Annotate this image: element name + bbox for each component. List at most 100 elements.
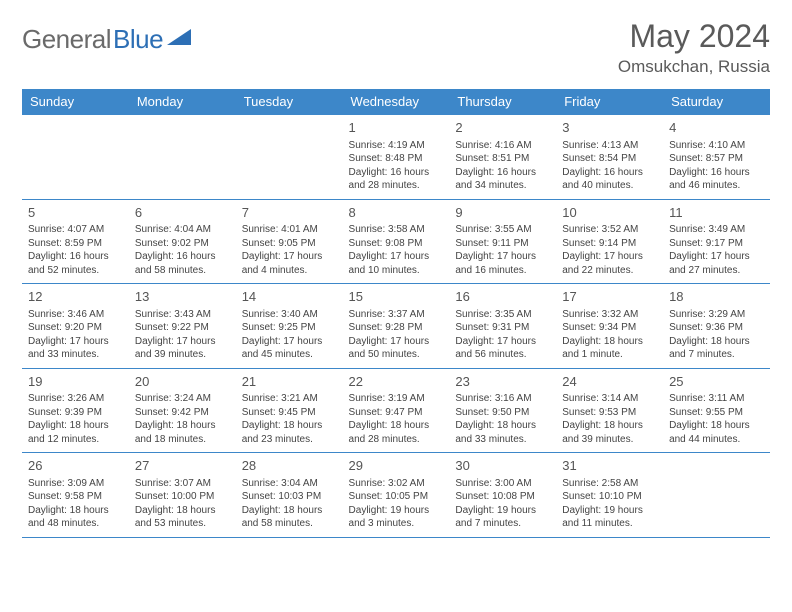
sunset-line: Sunset: 9:42 PM [135, 406, 230, 420]
calendar-row: 12Sunrise: 3:46 AMSunset: 9:20 PMDayligh… [22, 284, 770, 369]
weekday-header: Friday [556, 89, 663, 115]
weekday-header: Monday [129, 89, 236, 115]
sunset-line: Sunset: 8:59 PM [28, 237, 123, 251]
day-number: 5 [28, 204, 123, 222]
calendar-day-cell: 2 Sunrise: 4:16 AMSunset: 8:51 PMDaylight… [449, 115, 556, 200]
sunset-line: Sunset: 9:28 PM [349, 321, 444, 335]
calendar-day-cell: 27Sunrise: 3:07 AMSunset: 10:00 PMDaylig… [129, 453, 236, 538]
sunrise-line: Sunrise: 3:26 AM [28, 392, 123, 406]
calendar-day-cell: 21Sunrise: 3:21 AMSunset: 9:45 PMDayligh… [236, 368, 343, 453]
day-number: 17 [562, 288, 657, 306]
calendar-day-cell: 6Sunrise: 4:04 AMSunset: 9:02 PMDaylight… [129, 199, 236, 284]
sunrise-line: Sunrise: 4:16 AM [455, 139, 550, 153]
sunset-line: Sunset: 9:08 PM [349, 237, 444, 251]
daylight-line: Daylight: 16 hours and 34 minutes. [455, 166, 550, 193]
calendar-row: 26Sunrise: 3:09 AMSunset: 9:58 PMDayligh… [22, 453, 770, 538]
weekday-header: Sunday [22, 89, 129, 115]
sunrise-line: Sunrise: 3:55 AM [455, 223, 550, 237]
month-title: May 2024 [618, 18, 770, 55]
calendar-day-cell: 20Sunrise: 3:24 AMSunset: 9:42 PMDayligh… [129, 368, 236, 453]
weekday-header: Thursday [449, 89, 556, 115]
daylight-line: Daylight: 18 hours and 23 minutes. [242, 419, 337, 446]
weekday-header: Saturday [663, 89, 770, 115]
sunset-line: Sunset: 9:20 PM [28, 321, 123, 335]
day-number: 2 [455, 119, 550, 137]
day-number: 24 [562, 373, 657, 391]
sunset-line: Sunset: 10:00 PM [135, 490, 230, 504]
daylight-line: Daylight: 16 hours and 28 minutes. [349, 166, 444, 193]
calendar-row: 1Sunrise: 4:19 AMSunset: 8:48 PMDaylight… [22, 115, 770, 200]
brand-logo: GeneralBlue [22, 24, 193, 55]
daylight-line: Daylight: 18 hours and 44 minutes. [669, 419, 764, 446]
calendar-day-cell: 19Sunrise: 3:26 AMSunset: 9:39 PMDayligh… [22, 368, 129, 453]
sunrise-line: Sunrise: 3:02 AM [349, 477, 444, 491]
daylight-line: Daylight: 17 hours and 33 minutes. [28, 335, 123, 362]
calendar-day-cell: 3Sunrise: 4:13 AMSunset: 8:54 PMDaylight… [556, 115, 663, 200]
daylight-line: Daylight: 18 hours and 58 minutes. [242, 504, 337, 531]
sunrise-line: Sunrise: 4:19 AM [349, 139, 444, 153]
sunset-line: Sunset: 8:51 PM [455, 152, 550, 166]
sunset-line: Sunset: 9:22 PM [135, 321, 230, 335]
sunset-line: Sunset: 9:14 PM [562, 237, 657, 251]
calendar-day-cell: 26Sunrise: 3:09 AMSunset: 9:58 PMDayligh… [22, 453, 129, 538]
day-number: 30 [455, 457, 550, 475]
calendar-empty-cell [663, 453, 770, 538]
daylight-line: Daylight: 18 hours and 33 minutes. [455, 419, 550, 446]
day-number: 12 [28, 288, 123, 306]
daylight-line: Daylight: 18 hours and 1 minute. [562, 335, 657, 362]
sunrise-line: Sunrise: 3:43 AM [135, 308, 230, 322]
daylight-line: Daylight: 17 hours and 56 minutes. [455, 335, 550, 362]
daylight-line: Daylight: 16 hours and 46 minutes. [669, 166, 764, 193]
sunrise-line: Sunrise: 3:35 AM [455, 308, 550, 322]
sunset-line: Sunset: 9:45 PM [242, 406, 337, 420]
sunrise-line: Sunrise: 3:04 AM [242, 477, 337, 491]
daylight-line: Daylight: 19 hours and 11 minutes. [562, 504, 657, 531]
sunset-line: Sunset: 10:08 PM [455, 490, 550, 504]
sunrise-line: Sunrise: 3:58 AM [349, 223, 444, 237]
sunset-line: Sunset: 9:05 PM [242, 237, 337, 251]
sunset-line: Sunset: 9:36 PM [669, 321, 764, 335]
sunrise-line: Sunrise: 3:09 AM [28, 477, 123, 491]
day-number: 16 [455, 288, 550, 306]
brand-triangle-icon [167, 27, 193, 52]
sunrise-line: Sunrise: 3:52 AM [562, 223, 657, 237]
sunrise-line: Sunrise: 4:10 AM [669, 139, 764, 153]
daylight-line: Daylight: 18 hours and 7 minutes. [669, 335, 764, 362]
daylight-line: Daylight: 18 hours and 53 minutes. [135, 504, 230, 531]
header: GeneralBlue May 2024 Omsukchan, Russia [22, 18, 770, 77]
calendar-row: 19Sunrise: 3:26 AMSunset: 9:39 PMDayligh… [22, 368, 770, 453]
brand-text-2: Blue [113, 24, 163, 55]
daylight-line: Daylight: 18 hours and 28 minutes. [349, 419, 444, 446]
day-number: 4 [669, 119, 764, 137]
calendar-day-cell: 16Sunrise: 3:35 AMSunset: 9:31 PMDayligh… [449, 284, 556, 369]
weekday-header: Tuesday [236, 89, 343, 115]
daylight-line: Daylight: 17 hours and 22 minutes. [562, 250, 657, 277]
day-number: 26 [28, 457, 123, 475]
sunrise-line: Sunrise: 3:49 AM [669, 223, 764, 237]
day-number: 18 [669, 288, 764, 306]
sunset-line: Sunset: 9:39 PM [28, 406, 123, 420]
weekday-header: Wednesday [343, 89, 450, 115]
calendar-day-cell: 11Sunrise: 3:49 AMSunset: 9:17 PMDayligh… [663, 199, 770, 284]
calendar-day-cell: 14Sunrise: 3:40 AMSunset: 9:25 PMDayligh… [236, 284, 343, 369]
daylight-line: Daylight: 18 hours and 39 minutes. [562, 419, 657, 446]
daylight-line: Daylight: 16 hours and 52 minutes. [28, 250, 123, 277]
sunset-line: Sunset: 8:57 PM [669, 152, 764, 166]
day-number: 1 [349, 119, 444, 137]
sunset-line: Sunset: 8:48 PM [349, 152, 444, 166]
calendar-body: 1Sunrise: 4:19 AMSunset: 8:48 PMDaylight… [22, 115, 770, 538]
calendar-day-cell: 12Sunrise: 3:46 AMSunset: 9:20 PMDayligh… [22, 284, 129, 369]
sunset-line: Sunset: 10:10 PM [562, 490, 657, 504]
calendar-day-cell: 31Sunrise: 2:58 AMSunset: 10:10 PMDaylig… [556, 453, 663, 538]
sunrise-line: Sunrise: 3:32 AM [562, 308, 657, 322]
day-number: 3 [562, 119, 657, 137]
day-number: 22 [349, 373, 444, 391]
calendar-day-cell: 18Sunrise: 3:29 AMSunset: 9:36 PMDayligh… [663, 284, 770, 369]
sunrise-line: Sunrise: 4:01 AM [242, 223, 337, 237]
title-block: May 2024 Omsukchan, Russia [618, 18, 770, 77]
daylight-line: Daylight: 17 hours and 45 minutes. [242, 335, 337, 362]
calendar-empty-cell [236, 115, 343, 200]
sunset-line: Sunset: 9:53 PM [562, 406, 657, 420]
day-number: 28 [242, 457, 337, 475]
sunrise-line: Sunrise: 3:00 AM [455, 477, 550, 491]
